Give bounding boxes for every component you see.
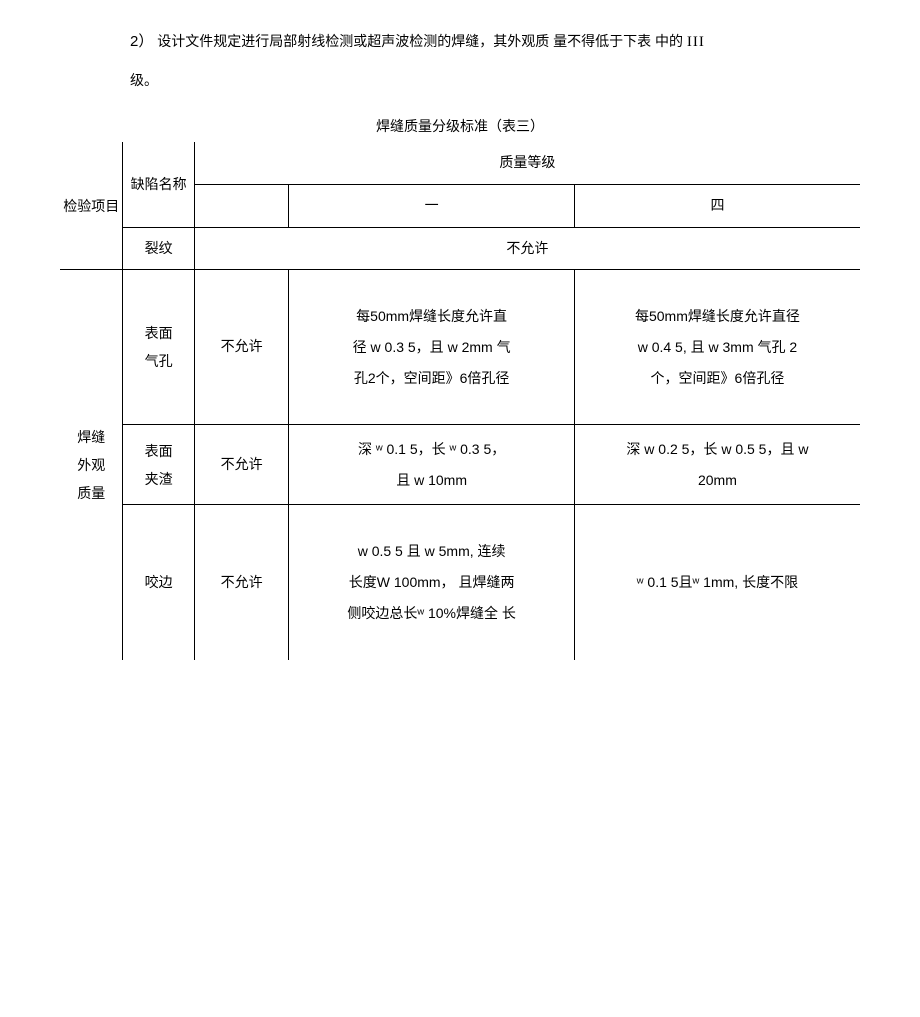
header-defect-name: 缺陷名称 [123,142,194,227]
intro-paragraph: 2） 设计文件规定进行局部射线检测或超声波检测的焊缝，其外观质 量不得低于下表 … [60,22,860,98]
table-row: 焊缝外观质量 表面气孔 不允许 每50mm焊缝长度允许直 径 w 0.3 5，且… [60,270,860,425]
defect-surface-pore: 表面气孔 [123,270,194,425]
slag-col3: 深 w 0.2 5，长 w 0.5 5，且 w 20mm [574,425,860,505]
undercut-col2: w 0.5 5 且 w 5mm, 连续 长度W 100mm， 且焊缝两 侧咬边总… [289,505,575,660]
intro-text-2: 级。 [130,72,158,88]
table-row: 裂纹 不允许 [60,227,860,270]
table-row: 咬边 不允许 w 0.5 5 且 w 5mm, 连续 长度W 100mm， 且焊… [60,505,860,660]
header-inspection-item: 检验项目 [60,142,123,269]
header-quality-grade: 质量等级 [194,142,860,184]
slag-col2: 深 ʷ 0.1 5，长 ʷ 0.3 5， 且 w 10mm [289,425,575,505]
table-row: 检验项目 缺陷名称 质量等级 [60,142,860,184]
intro-text-1: 设计文件规定进行局部射线检测或超声波检测的焊缝，其外观质 量不得低于下表 中的 [157,33,687,49]
table-caption: 焊缝质量分级标准（表三） [60,116,860,136]
slag-col1: 不允许 [194,425,288,505]
undercut-col1: 不允许 [194,505,288,660]
table-row: 表面夹渣 不允许 深 ʷ 0.1 5，长 ʷ 0.3 5， 且 w 10mm 深… [60,425,860,505]
col-four: 四 [574,184,860,227]
standards-table: 检验项目 缺陷名称 质量等级 一 四 裂纹 不允许 焊缝外观质量 表面气孔 不允… [60,142,860,659]
intro-roman: III [687,34,705,50]
pore-col3: 每50mm焊缝长度允许直径 w 0.4 5, 且 w 3mm 气孔 2 个，空间… [574,270,860,425]
defect-crack: 裂纹 [123,227,194,270]
pore-col2: 每50mm焊缝长度允许直 径 w 0.3 5，且 w 2mm 气 孔2个，空间距… [289,270,575,425]
defect-undercut: 咬边 [123,505,194,660]
col-one: 一 [289,184,575,227]
defect-surface-slag: 表面夹渣 [123,425,194,505]
undercut-col3: ʷ 0.1 5且ʷ 1mm, 长度不限 [574,505,860,660]
intro-number: 2） [130,33,153,50]
col-blank [194,184,288,227]
header-weld-appearance: 焊缝外观质量 [60,270,123,660]
crack-value: 不允许 [194,227,860,270]
pore-col1: 不允许 [194,270,288,425]
